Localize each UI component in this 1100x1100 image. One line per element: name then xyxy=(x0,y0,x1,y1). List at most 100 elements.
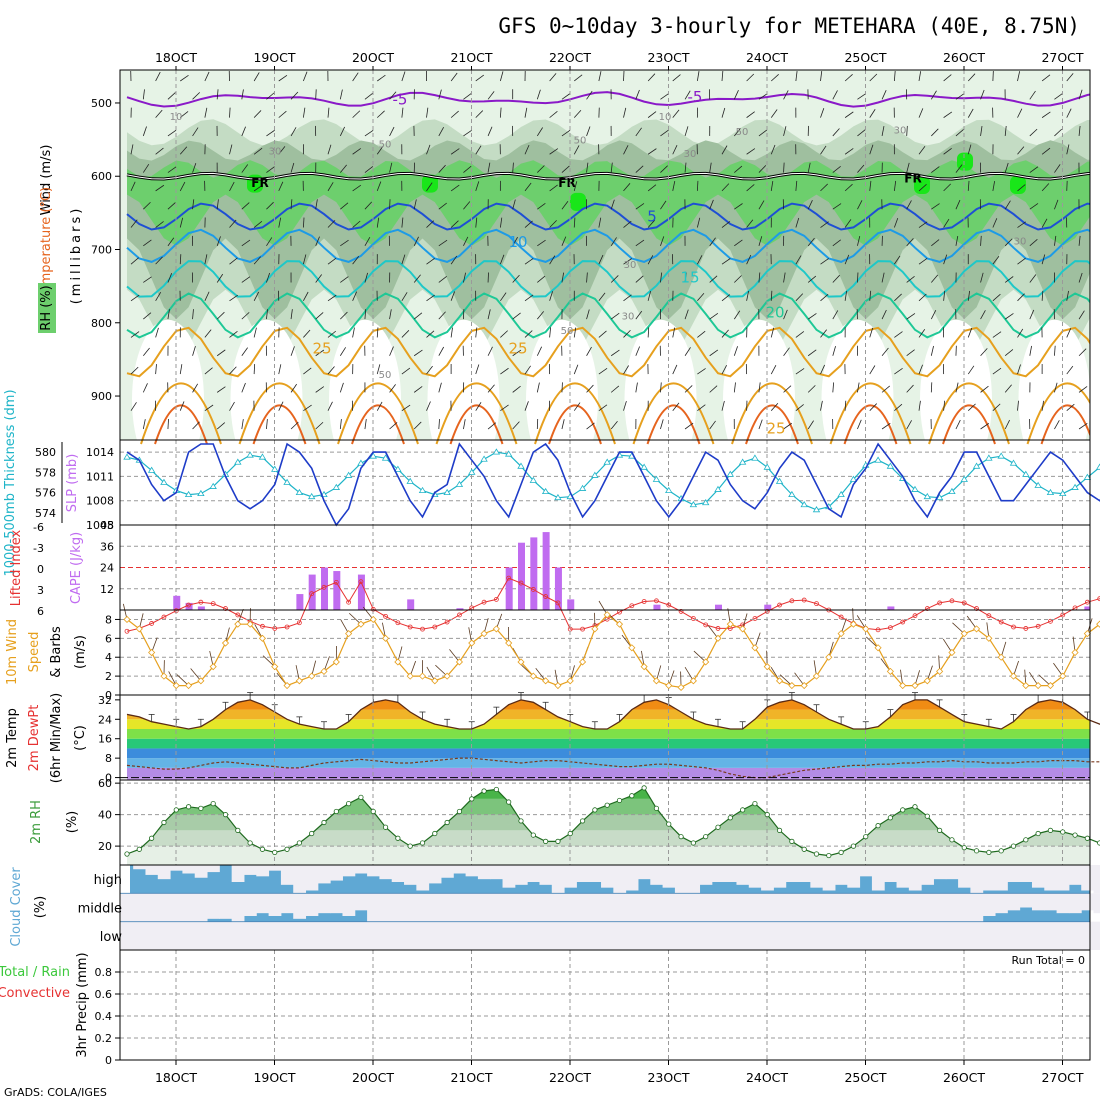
wind-barb xyxy=(881,90,887,100)
li-marker xyxy=(124,628,130,634)
cloud-gap xyxy=(1044,921,1058,950)
wind-barb xyxy=(598,71,602,82)
rh2m-marker xyxy=(198,805,204,811)
rh2m-marker xyxy=(924,813,930,819)
cloud-gap xyxy=(231,865,245,882)
wind-barb xyxy=(893,180,897,191)
wind10m-barb xyxy=(449,649,460,663)
cloud-gap xyxy=(601,865,614,888)
wind-barb xyxy=(894,368,903,375)
wind-barb xyxy=(130,331,140,338)
wind-barb xyxy=(647,327,650,338)
wind-barb xyxy=(586,90,593,100)
wind-barb xyxy=(918,108,924,118)
wind-barb xyxy=(463,165,472,173)
cloud-gap xyxy=(822,921,836,950)
rh2m-marker xyxy=(555,838,561,844)
cloud-gap xyxy=(761,865,774,891)
wind-barb xyxy=(832,239,841,247)
wind-barb xyxy=(155,221,164,228)
rh2m-marker xyxy=(1010,843,1017,849)
wind-barb xyxy=(795,180,798,191)
cloud-level-label: low xyxy=(100,930,123,945)
tick-label: 0.2 xyxy=(95,1032,113,1045)
cape-tick: 36 xyxy=(100,540,114,553)
wind-barb xyxy=(204,329,212,338)
wind-barb xyxy=(413,274,421,283)
wind-barb xyxy=(832,128,840,137)
chart-title: GFS 0~10day 3-hourly for METEHARA (40E, … xyxy=(498,14,1080,38)
wind-barb xyxy=(475,110,484,118)
axis-label: 2m DewPt xyxy=(27,705,42,772)
wind-barb xyxy=(278,364,282,375)
wind10m-marker xyxy=(406,672,414,680)
cloud-gap xyxy=(182,865,196,874)
cloud-gap xyxy=(256,865,270,877)
wind-barb xyxy=(253,220,263,228)
date-label-top: 22OCT xyxy=(549,50,591,65)
wind-barb xyxy=(512,274,520,283)
wind10m-marker xyxy=(615,620,624,628)
wind-barb xyxy=(980,125,983,136)
date-label-top: 19OCT xyxy=(253,50,295,65)
cloud-gap xyxy=(933,921,947,950)
wind10m-marker xyxy=(308,672,316,680)
wind10m-marker xyxy=(591,625,599,633)
wind10m-barb xyxy=(866,636,879,649)
cloud-gap xyxy=(564,893,577,922)
rh2m-marker xyxy=(592,807,598,813)
wind-barb xyxy=(660,165,668,173)
wind-barb xyxy=(795,255,802,265)
rh2m-marker xyxy=(382,824,389,830)
wind-barb xyxy=(463,129,472,137)
date-label-bottom: 24OCT xyxy=(746,1070,788,1085)
wind10m-marker xyxy=(529,672,537,680)
wind-barb xyxy=(647,111,657,118)
cloud-gap xyxy=(1068,921,1082,950)
wind-barb xyxy=(647,255,654,265)
wind-barb xyxy=(869,365,876,375)
wind10m-barb xyxy=(1038,674,1051,686)
cloud-gap xyxy=(465,865,479,877)
wind10m-marker xyxy=(221,639,230,647)
wind-barb xyxy=(487,162,491,173)
thickness-marker xyxy=(874,456,882,463)
cloud-gap xyxy=(391,893,405,922)
wind-barb xyxy=(290,127,297,137)
wind-barb xyxy=(992,255,1000,265)
isotherm-arc-25 xyxy=(1026,382,1090,445)
wind-barb xyxy=(857,200,863,210)
wind-barb xyxy=(339,89,343,100)
li-marker xyxy=(235,612,241,618)
thickness-marker xyxy=(1046,488,1055,496)
tick-label: 2 xyxy=(105,670,112,683)
wind-barb xyxy=(499,217,503,228)
wind-barb xyxy=(253,256,261,265)
wind10m-marker xyxy=(948,648,956,657)
wind-barb xyxy=(918,400,921,411)
li-marker xyxy=(506,575,512,581)
cloud-gap xyxy=(1056,865,1070,891)
wind-barb xyxy=(721,183,730,192)
precip-panel: 0 0.2 0.4 0.6 0.8 Run Total = 0 Total / Rain Co… xyxy=(0,949,1091,1067)
rh2m-marker xyxy=(715,824,721,830)
cloud-gap xyxy=(453,921,467,950)
wind-barb xyxy=(142,126,147,137)
wind-barb xyxy=(573,364,579,375)
thickness-marker xyxy=(468,468,476,475)
wind-barb xyxy=(844,254,850,265)
rh2m-marker xyxy=(801,846,807,852)
cloud-gap xyxy=(588,921,602,950)
date-label-top: 21OCT xyxy=(450,50,492,65)
wind-barb xyxy=(376,110,385,118)
date-label-top: 18OCT xyxy=(155,50,197,65)
cloud-gap xyxy=(428,921,442,950)
li-marker xyxy=(814,601,819,607)
wind-barb xyxy=(167,166,177,173)
wind10m-barb xyxy=(966,615,977,630)
wind-barb xyxy=(758,93,768,100)
rh-contour-label: 50 xyxy=(736,127,749,138)
cloud-gap xyxy=(453,893,467,922)
wind-barb xyxy=(1054,199,1059,210)
thickness-marker xyxy=(332,483,341,490)
